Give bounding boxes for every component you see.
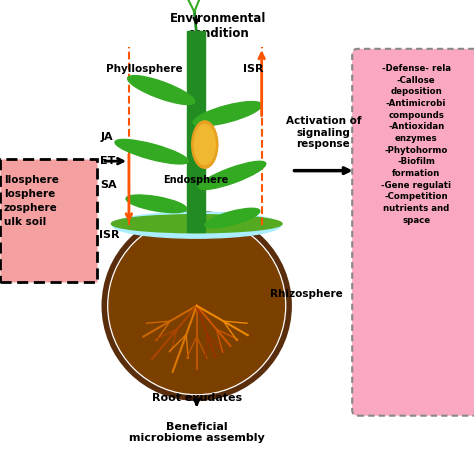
Text: JA: JA xyxy=(100,132,113,143)
Text: ISR: ISR xyxy=(99,229,119,240)
Text: Environmental
condition: Environmental condition xyxy=(170,12,266,40)
Text: ISR: ISR xyxy=(243,64,264,74)
FancyBboxPatch shape xyxy=(352,49,474,416)
Ellipse shape xyxy=(128,76,195,104)
Ellipse shape xyxy=(191,121,218,168)
Ellipse shape xyxy=(115,139,188,164)
Ellipse shape xyxy=(194,124,215,164)
Text: Root exudates: Root exudates xyxy=(152,393,242,403)
Text: llosphere
losphere
zosphere
ulk soil: llosphere losphere zosphere ulk soil xyxy=(4,175,59,228)
Ellipse shape xyxy=(111,215,282,233)
Text: Endosphere: Endosphere xyxy=(164,175,229,185)
Bar xyxy=(187,31,205,232)
FancyBboxPatch shape xyxy=(0,159,97,282)
Ellipse shape xyxy=(126,195,187,213)
Text: Activation of
signaling
response: Activation of signaling response xyxy=(285,116,361,149)
Text: Phyllosphere: Phyllosphere xyxy=(106,64,183,74)
Ellipse shape xyxy=(205,208,260,228)
Ellipse shape xyxy=(113,212,281,238)
Text: -Defense- rela
-Callose
deposition
-Antimicrobi
compounds
-Antioxidan
enzymes
-P: -Defense- rela -Callose deposition -Anti… xyxy=(381,64,451,225)
Ellipse shape xyxy=(193,101,262,126)
Circle shape xyxy=(109,218,284,393)
Text: ET: ET xyxy=(100,156,116,166)
Ellipse shape xyxy=(199,161,266,190)
Text: SA: SA xyxy=(100,180,117,190)
Text: Beneficial
microbiome assembly: Beneficial microbiome assembly xyxy=(129,422,264,444)
Text: Rhizosphere: Rhizosphere xyxy=(270,289,343,299)
